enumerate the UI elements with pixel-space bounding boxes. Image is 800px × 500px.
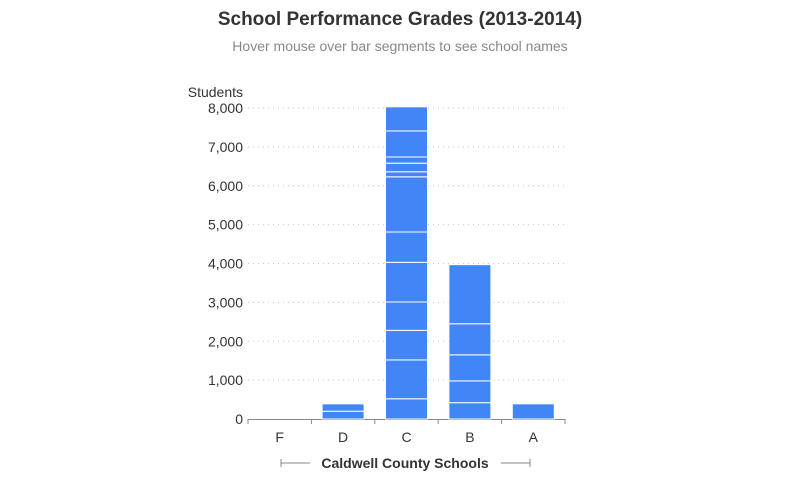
x-tick-label: C: [401, 429, 411, 445]
bar-segment[interactable]: [385, 106, 428, 132]
bar-segment[interactable]: [385, 171, 428, 178]
x-tick-label: B: [465, 429, 474, 445]
y-tick-label: 2,000: [208, 333, 243, 349]
bars: [321, 106, 555, 420]
bar-segment[interactable]: [385, 156, 428, 164]
bar-segment[interactable]: [385, 329, 428, 361]
y-axis-ticks: 0 1,000 2,000 3,000 4,000 5,000 6,000 7,000 8,00…: [208, 100, 243, 427]
bar-segment[interactable]: [385, 130, 428, 158]
bar-segment[interactable]: [385, 231, 428, 263]
bar-segment[interactable]: [321, 410, 365, 420]
y-axis-title: Students: [188, 84, 243, 100]
y-tick-label: 4,000: [208, 256, 243, 272]
bar-segment[interactable]: [448, 354, 492, 382]
y-tick-label: 6,000: [208, 178, 243, 194]
y-tick-label: 7,000: [208, 139, 243, 155]
y-tick-label: 0: [235, 411, 243, 427]
bar-segment[interactable]: [385, 301, 428, 331]
bar-segment[interactable]: [385, 359, 428, 400]
x-tick-label: A: [529, 429, 539, 445]
bar-segment[interactable]: [448, 402, 492, 420]
bar-segment[interactable]: [321, 403, 365, 412]
bar-segment[interactable]: [385, 162, 428, 173]
y-tick-label: 8,000: [208, 100, 243, 116]
x-tick-label: D: [338, 429, 348, 445]
bar-segment[interactable]: [385, 176, 428, 233]
x-axis-title: Caldwell County Schools: [321, 455, 488, 471]
bar-segment[interactable]: [448, 264, 492, 325]
y-tick-label: 3,000: [208, 294, 243, 310]
bar-segment[interactable]: [385, 398, 428, 420]
x-tick-label: F: [275, 429, 284, 445]
y-tick-label: 1,000: [208, 372, 243, 388]
chart-title: School Performance Grades (2013-2014): [217, 9, 583, 30]
chart-subtitle: Hover mouse over bar segments to see sch…: [232, 38, 568, 54]
bar-segment[interactable]: [385, 261, 428, 303]
bar-segment[interactable]: [448, 380, 492, 404]
y-tick-label: 5,000: [208, 217, 243, 233]
bar-segment[interactable]: [448, 323, 492, 356]
bar-segment[interactable]: [511, 403, 555, 420]
